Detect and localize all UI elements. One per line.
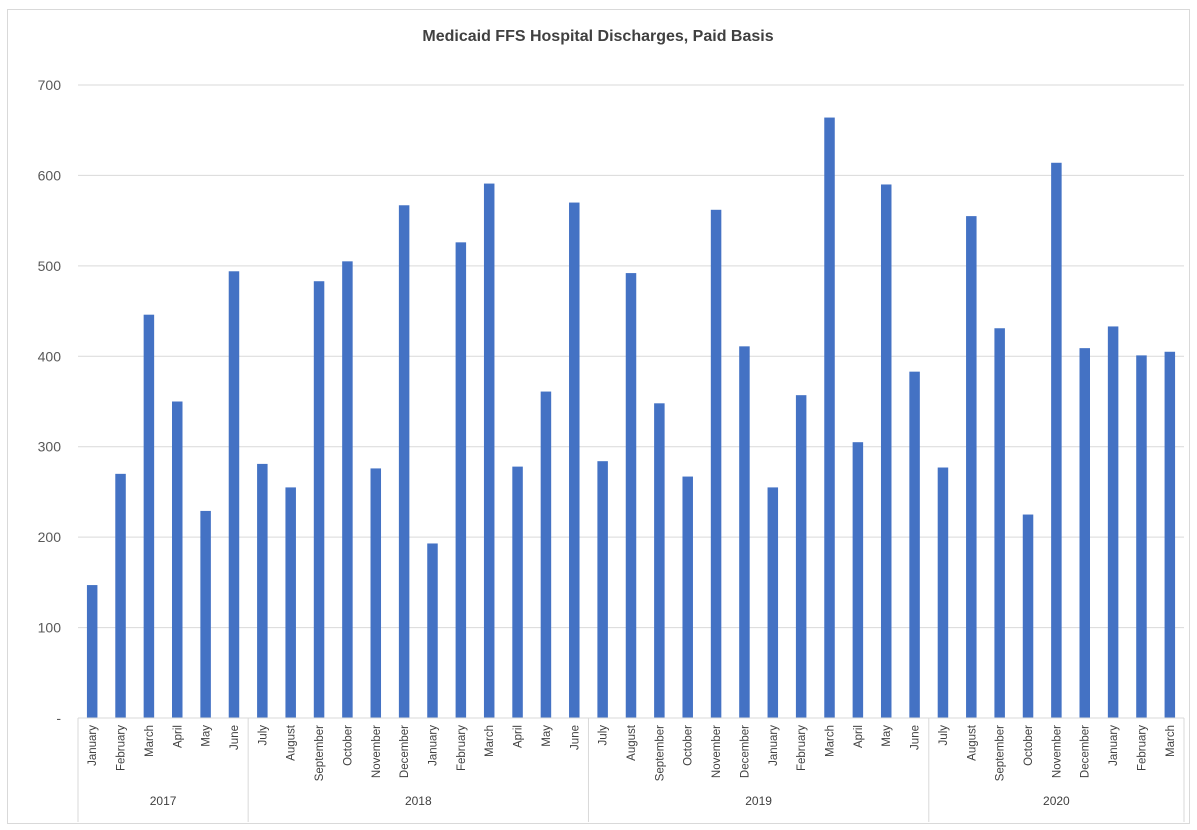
x-tick-label: May bbox=[201, 725, 213, 747]
bar bbox=[257, 463, 268, 718]
group-label: 2019 bbox=[745, 794, 772, 808]
x-tick-label: January bbox=[427, 725, 439, 766]
x-tick-label: February bbox=[456, 725, 468, 771]
y-tick-label: 200 bbox=[38, 529, 62, 545]
x-tick-label: April bbox=[853, 725, 865, 748]
x-tick-label: January bbox=[768, 725, 780, 766]
bar bbox=[880, 184, 892, 718]
x-tick-label: November bbox=[1051, 725, 1063, 778]
group-label: 2018 bbox=[405, 794, 432, 808]
x-tick-label: April bbox=[172, 725, 184, 748]
bar bbox=[795, 395, 807, 718]
bar bbox=[342, 261, 353, 718]
bar bbox=[1164, 351, 1176, 718]
chart-title: Medicaid FFS Hospital Discharges, Paid B… bbox=[422, 28, 773, 45]
bar bbox=[966, 216, 977, 718]
bar bbox=[143, 314, 155, 718]
group-label: 2020 bbox=[1043, 794, 1070, 808]
chart-area: Medicaid FFS Hospital Discharges, Paid B… bbox=[7, 9, 1190, 824]
x-tick-label: October bbox=[683, 725, 695, 766]
x-tick-label: May bbox=[541, 725, 553, 747]
x-tick-label: February bbox=[1136, 725, 1148, 771]
bar bbox=[228, 271, 240, 718]
bar bbox=[483, 183, 495, 718]
bar bbox=[710, 209, 722, 718]
bar bbox=[370, 468, 382, 718]
x-tick-label: November bbox=[711, 725, 723, 778]
x-tick-label: September bbox=[314, 725, 326, 781]
x-tick-label: February bbox=[116, 725, 128, 771]
x-tick-label: June bbox=[910, 725, 922, 750]
bar bbox=[739, 346, 750, 718]
x-tick-label: March bbox=[144, 725, 156, 757]
bar bbox=[682, 476, 693, 718]
bar bbox=[313, 281, 325, 718]
bar bbox=[512, 466, 523, 718]
x-tick-label: August bbox=[626, 724, 638, 761]
x-tick-label: August bbox=[286, 724, 298, 761]
x-tick-label: June bbox=[229, 725, 241, 750]
bars bbox=[86, 117, 1176, 719]
x-tick-label: September bbox=[995, 725, 1007, 781]
x-tick-label: September bbox=[654, 725, 666, 781]
x-tick-label: January bbox=[87, 725, 99, 766]
y-tick-label: 100 bbox=[38, 620, 62, 636]
x-tick-label: July bbox=[257, 725, 269, 746]
bar bbox=[115, 473, 126, 718]
x-tick-label: April bbox=[513, 725, 525, 748]
x-tick-label: June bbox=[569, 725, 581, 750]
y-tick-label: - bbox=[56, 710, 61, 726]
x-tick-label: February bbox=[796, 725, 808, 771]
x-tick-label: March bbox=[484, 725, 496, 757]
bar bbox=[455, 242, 467, 719]
x-tick-label: November bbox=[371, 725, 383, 778]
bar bbox=[767, 487, 779, 718]
bar bbox=[824, 117, 835, 719]
x-tick-label: August bbox=[966, 724, 978, 761]
x-tick-label: December bbox=[399, 725, 411, 778]
x-tick-label: July bbox=[938, 725, 950, 746]
bar bbox=[909, 371, 920, 718]
bar bbox=[1136, 355, 1147, 718]
x-tick-label: March bbox=[1165, 725, 1177, 757]
bar bbox=[200, 510, 211, 718]
bar-chart: Medicaid FFS Hospital Discharges, Paid B… bbox=[38, 28, 1185, 822]
x-tick-label: July bbox=[598, 725, 610, 746]
bar bbox=[937, 467, 949, 718]
bar bbox=[1079, 348, 1090, 718]
y-tick-label: 400 bbox=[38, 348, 62, 364]
x-tick-label: May bbox=[881, 725, 893, 747]
x-axis: January February March April May June July Augu… bbox=[77, 717, 1185, 822]
bar bbox=[994, 328, 1005, 718]
x-tick-label: March bbox=[825, 725, 837, 757]
bar bbox=[172, 401, 183, 718]
bar bbox=[86, 585, 98, 718]
y-tick-label: 300 bbox=[38, 439, 62, 455]
x-tick-label: December bbox=[739, 725, 751, 778]
bar bbox=[1107, 326, 1119, 718]
bar bbox=[654, 403, 665, 718]
y-axis: - 100 200 300 400 500 600 700 bbox=[38, 77, 62, 726]
y-tick-label: 600 bbox=[38, 167, 62, 183]
bar bbox=[427, 543, 438, 718]
bar bbox=[1051, 162, 1062, 719]
bar bbox=[597, 461, 608, 718]
x-tick-label: October bbox=[342, 725, 354, 766]
y-tick-label: 700 bbox=[38, 77, 62, 93]
bar bbox=[625, 273, 637, 718]
bar bbox=[285, 487, 296, 718]
x-tick-label: October bbox=[1023, 725, 1035, 766]
y-tick-label: 500 bbox=[38, 258, 62, 274]
bar bbox=[569, 202, 580, 719]
bar bbox=[852, 442, 864, 718]
bar bbox=[1022, 514, 1034, 718]
x-tick-label: January bbox=[1108, 725, 1120, 766]
group-label: 2017 bbox=[150, 794, 177, 808]
bar bbox=[398, 205, 410, 718]
x-tick-label: December bbox=[1080, 725, 1092, 778]
bar bbox=[540, 391, 552, 718]
